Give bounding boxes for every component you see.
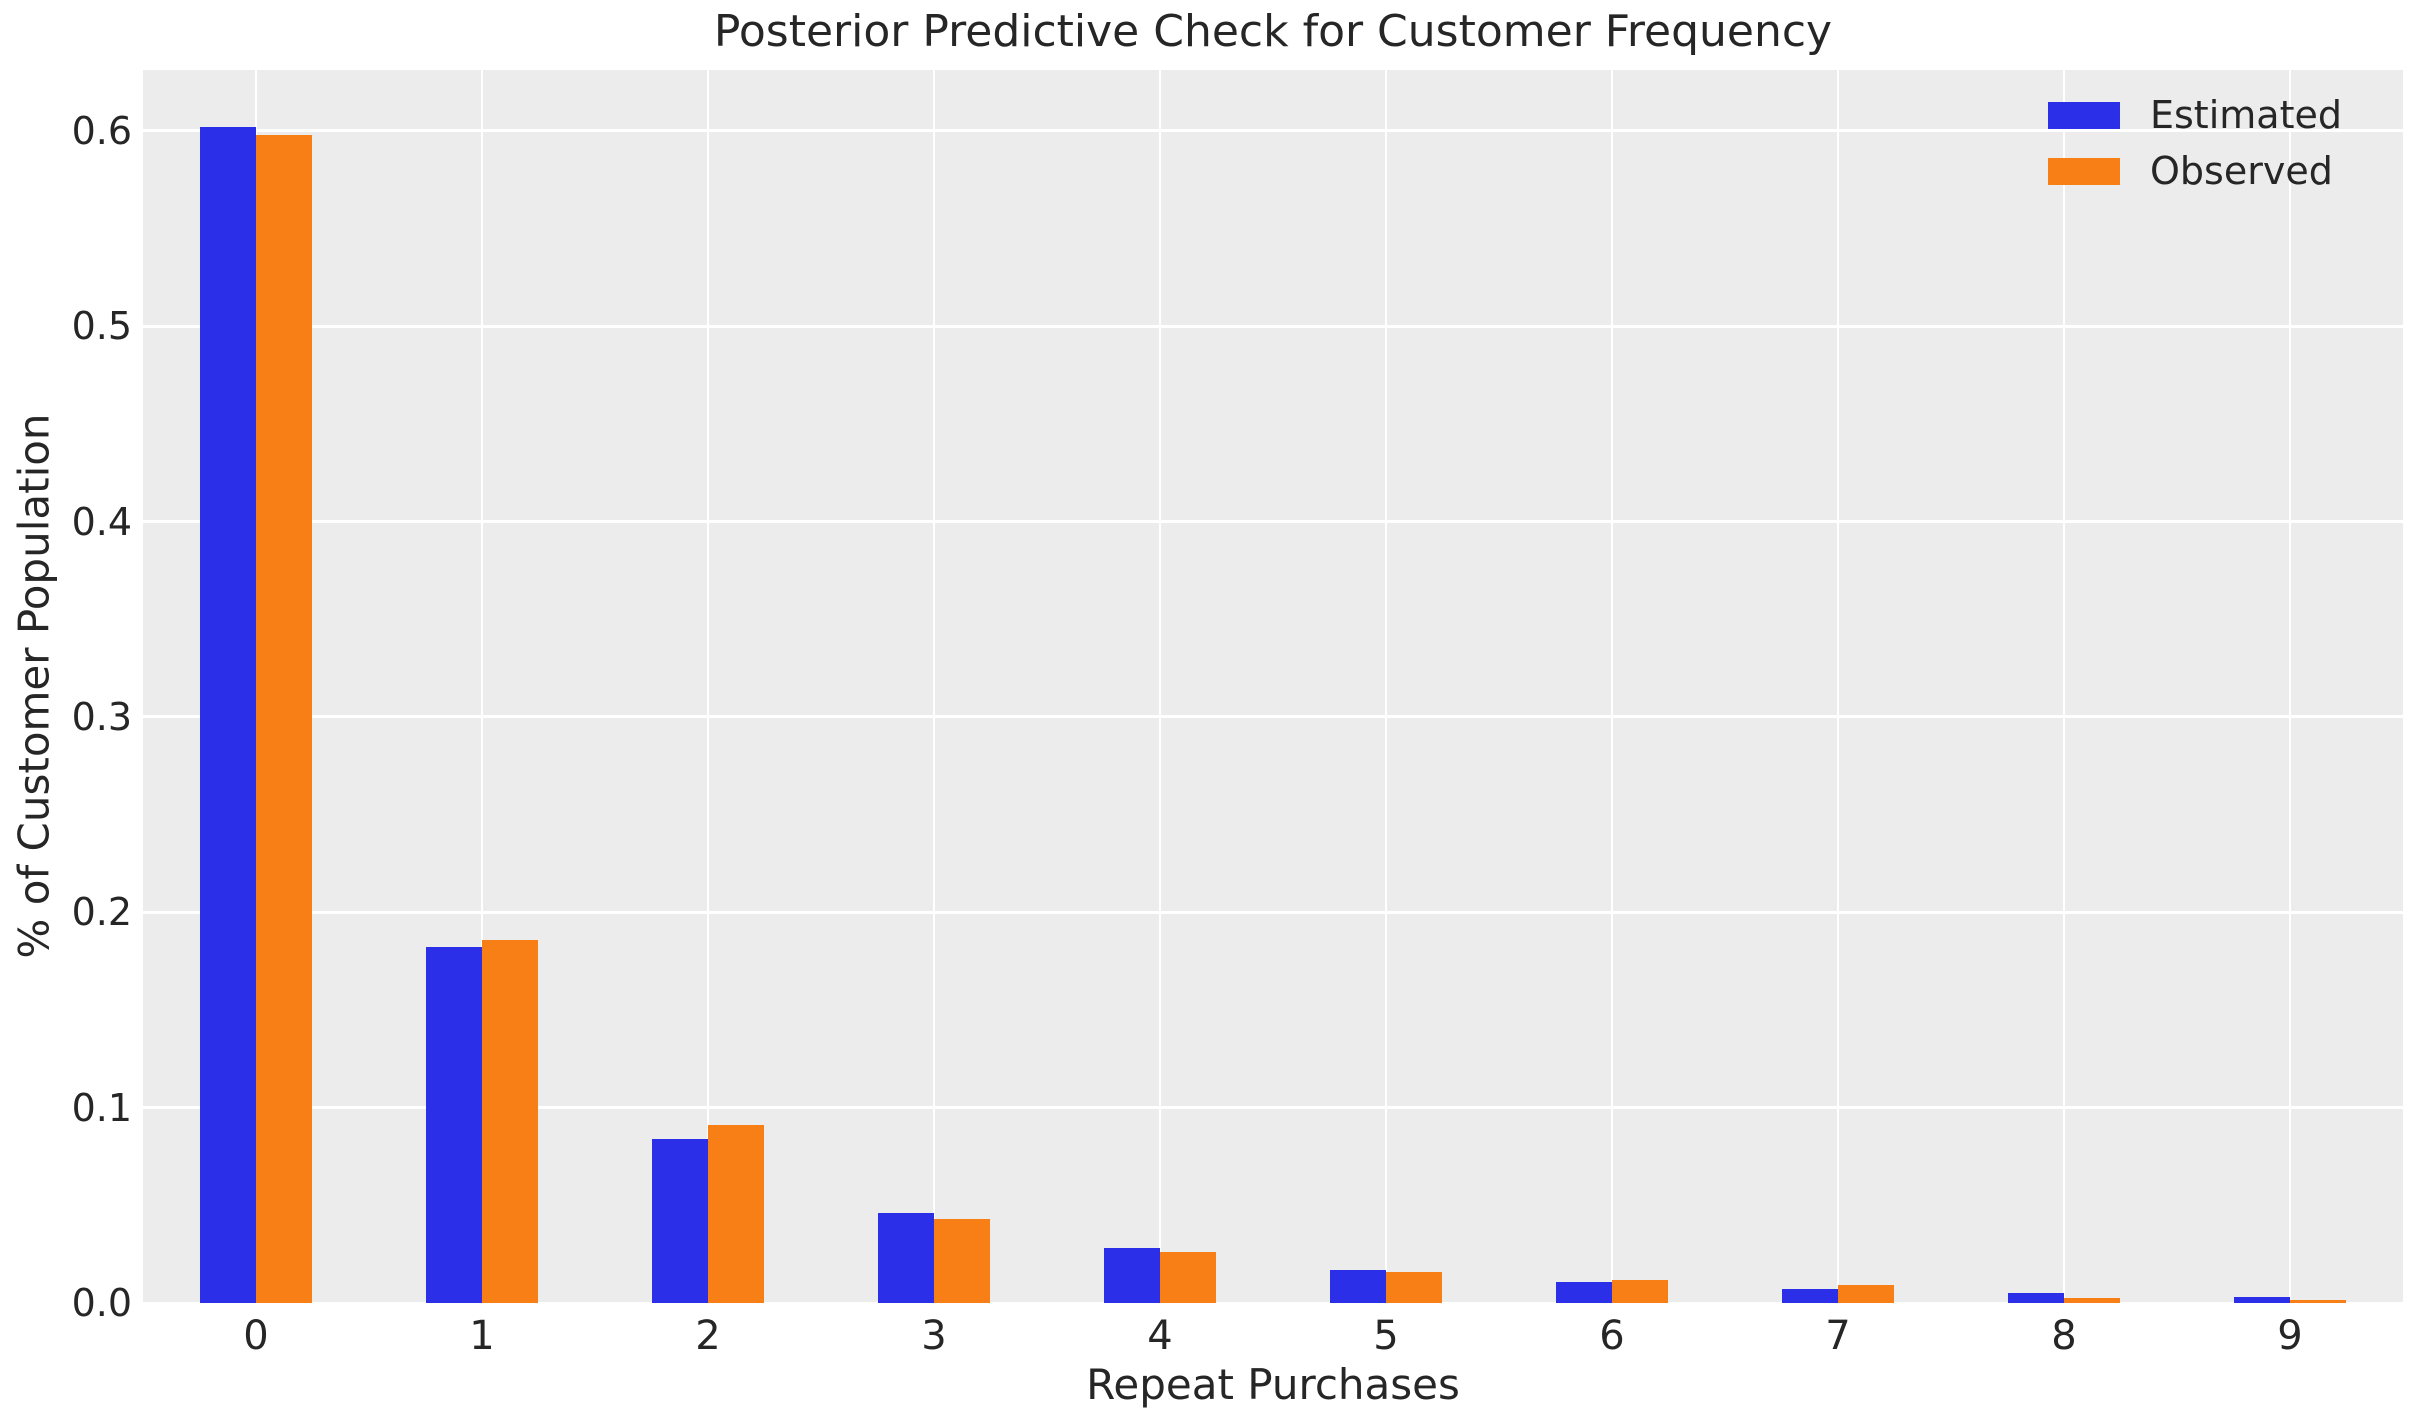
y-tick-label: 0.5 (71, 304, 132, 349)
bar-observed-6 (1612, 1279, 1668, 1303)
x-tick-label: 6 (1599, 1313, 1625, 1359)
h-gridline (143, 129, 2403, 133)
x-tick-label: 9 (2277, 1313, 2303, 1359)
v-gridline (1158, 70, 1162, 1303)
v-gridline (1384, 70, 1388, 1303)
legend: Estimated Observed (2048, 90, 2342, 196)
y-axis-label: % of Customer Population (9, 413, 59, 959)
estimated-swatch (2048, 101, 2120, 129)
h-gridline (143, 910, 2403, 914)
x-tick-label: 3 (921, 1313, 947, 1359)
bar-observed-5 (1386, 1271, 1442, 1303)
bar-observed-7 (1838, 1285, 1894, 1303)
x-tick-label: 1 (469, 1313, 495, 1359)
y-tick-label: 0.0 (71, 1281, 132, 1325)
bar-estimated-7 (1782, 1289, 1838, 1303)
v-gridline (1836, 70, 1840, 1303)
y-tick-label: 0.6 (71, 108, 132, 153)
x-tick-label: 4 (1147, 1313, 1173, 1359)
x-axis-label: Repeat Purchases (1086, 1360, 1460, 1409)
h-gridline (143, 1301, 2403, 1303)
x-tick-label: 8 (2051, 1313, 2077, 1359)
legend-label-observed: Observed (2150, 149, 2333, 193)
bar-estimated-3 (878, 1213, 934, 1303)
v-gridline (480, 70, 484, 1303)
x-tick-label: 2 (695, 1313, 721, 1359)
legend-item-observed: Observed (2048, 146, 2342, 196)
v-gridline (2288, 70, 2292, 1303)
h-gridline (143, 715, 2403, 719)
bar-observed-9 (2290, 1300, 2346, 1303)
h-gridline (143, 520, 2403, 524)
bar-observed-4 (1160, 1252, 1216, 1303)
y-tick-label: 0.1 (71, 1085, 132, 1130)
bar-estimated-4 (1104, 1248, 1160, 1303)
bar-observed-1 (482, 939, 538, 1303)
bar-observed-8 (2064, 1298, 2120, 1303)
v-gridline (932, 70, 936, 1303)
chart-title: Posterior Predictive Check for Customer … (713, 6, 1833, 57)
h-gridline (143, 324, 2403, 328)
legend-item-estimated: Estimated (2048, 90, 2342, 140)
bar-observed-0 (256, 134, 312, 1303)
observed-swatch (2048, 157, 2120, 185)
v-gridline (1610, 70, 1614, 1303)
y-tick-label: 0.3 (71, 694, 132, 739)
plot-area (143, 70, 2403, 1303)
bar-estimated-6 (1556, 1281, 1612, 1303)
legend-label-estimated: Estimated (2150, 93, 2342, 137)
h-gridline (143, 1106, 2403, 1110)
bar-estimated-5 (1330, 1269, 1386, 1303)
x-tick-label: 5 (1373, 1313, 1399, 1359)
v-gridline (706, 70, 710, 1303)
v-gridline (2062, 70, 2066, 1303)
y-tick-label: 0.4 (71, 499, 132, 544)
bar-estimated-1 (426, 947, 482, 1303)
bar-observed-2 (708, 1125, 764, 1303)
y-tick-label: 0.2 (71, 890, 132, 935)
bar-estimated-9 (2234, 1297, 2290, 1303)
bar-observed-3 (934, 1219, 990, 1303)
x-tick-label: 0 (243, 1313, 269, 1359)
bar-estimated-0 (200, 127, 256, 1303)
bar-estimated-2 (652, 1138, 708, 1303)
bar-estimated-8 (2008, 1293, 2064, 1303)
x-tick-label: 7 (1825, 1313, 1851, 1359)
